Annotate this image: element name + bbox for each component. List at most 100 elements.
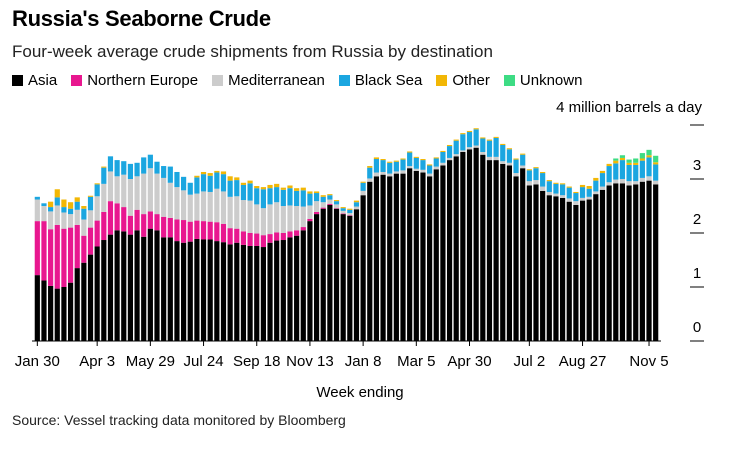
source-note: Source: Vessel tracking data monitored b… — [12, 412, 346, 428]
bar-segment-asia — [466, 149, 473, 341]
bar-segment-other — [513, 158, 519, 160]
bar-segment-asia — [347, 215, 353, 341]
bar-segment-northern-europe — [48, 229, 54, 286]
bar-segment-northern-europe — [134, 209, 140, 231]
bar-segment-black-sea — [553, 183, 559, 194]
bar-segment-other — [480, 137, 486, 139]
bar-segment-mediterranean — [353, 206, 360, 210]
bar-segment-northern-europe — [307, 218, 313, 222]
bar-segment-other — [320, 195, 326, 197]
bar-segment-asia — [254, 245, 260, 341]
bar-segment-mediterranean — [161, 177, 167, 217]
bar-segment-black-sea — [48, 207, 54, 212]
bar-segment-mediterranean — [579, 197, 586, 201]
bar-segment-asia — [599, 189, 606, 341]
bar-segment-asia — [174, 241, 180, 341]
bar-segment-mediterranean — [307, 205, 313, 219]
bar-segment-other — [526, 169, 532, 171]
bar-segment-black-sea — [247, 183, 253, 201]
bar-segment-asia — [48, 285, 54, 341]
bar-segment-other — [633, 162, 639, 165]
bar-segment-asia — [427, 176, 433, 341]
bar-segment-northern-europe — [340, 213, 346, 215]
bar-segment-black-sea — [61, 207, 67, 213]
bar-segment-mediterranean — [526, 181, 532, 186]
bar-segment-asia — [653, 184, 659, 341]
bar-segment-black-sea — [586, 188, 592, 197]
bar-segment-other — [313, 191, 320, 194]
bar-segment-other — [380, 159, 386, 161]
bar-segment-black-sea — [446, 146, 453, 158]
bar-segment-other — [74, 197, 80, 202]
bar-segment-mediterranean — [653, 180, 659, 185]
bar-segment-mediterranean — [260, 208, 266, 236]
bar-segment-northern-europe — [220, 223, 227, 243]
y-tick-label: 2 — [693, 211, 701, 228]
bar-segment-asia — [433, 169, 439, 341]
bar-segment-other — [61, 199, 67, 208]
y-tick-label: 1 — [693, 265, 701, 282]
bar-segment-mediterranean — [407, 166, 413, 169]
bar-segment-asia — [553, 196, 559, 341]
bar-segment-black-sea — [367, 167, 373, 179]
bar-segment-asia — [480, 154, 486, 341]
bar-segment-asia — [54, 288, 60, 341]
legend-swatch — [338, 75, 350, 86]
bar-segment-other — [427, 164, 433, 166]
x-tick-label: Jul 24 — [184, 353, 224, 370]
bar-segment-northern-europe — [114, 203, 120, 231]
bar-segment-asia — [313, 214, 320, 341]
bar-segment-asia — [214, 241, 220, 341]
bar-segment-mediterranean — [74, 209, 80, 225]
bar-segment-black-sea — [300, 190, 306, 207]
bar-segment-mediterranean — [181, 190, 187, 221]
bar-segment-northern-europe — [181, 220, 187, 243]
bar-segment-mediterranean — [433, 166, 439, 170]
bar-segment-mediterranean — [227, 196, 233, 229]
bar-segment-northern-europe — [287, 231, 293, 238]
legend-swatch — [71, 75, 83, 86]
bar-segment-mediterranean — [187, 194, 193, 222]
bar-segment-mediterranean — [147, 168, 153, 212]
bar-segment-black-sea — [174, 171, 180, 188]
legend-label: Black Sea — [354, 72, 423, 89]
bar-segment-other — [280, 187, 286, 190]
bar-segment-asia — [194, 238, 200, 341]
bar-segment-asia — [81, 262, 87, 341]
bar-segment-northern-europe — [101, 211, 107, 241]
bar-segment-asia — [240, 244, 247, 341]
bar-segment-black-sea — [141, 157, 147, 174]
bar-segment-northern-europe — [320, 207, 326, 209]
bar-segment-asia — [61, 287, 67, 341]
bar-segment-black-sea — [114, 160, 120, 177]
bar-segment-black-sea — [387, 162, 393, 174]
bar-segment-black-sea — [227, 180, 233, 197]
bar-segment-black-sea — [134, 162, 140, 177]
bar-segment-asia — [41, 280, 47, 341]
legend-item-mediterranean: Mediterranean — [212, 72, 325, 89]
bar-segment-asia — [606, 185, 612, 341]
bar-segment-black-sea — [360, 182, 366, 191]
bar-segment-other — [400, 158, 406, 160]
bar-segment-black-sea — [161, 166, 167, 178]
bar-segment-black-sea — [433, 158, 439, 167]
bar-segment-other — [493, 136, 499, 138]
bar-segment-mediterranean — [473, 145, 479, 148]
bar-segment-asia — [586, 199, 592, 341]
bar-segment-mediterranean — [254, 204, 260, 234]
bar-segment-black-sea — [87, 196, 94, 211]
bar-segment-northern-europe — [61, 228, 67, 287]
bar-segment-mediterranean — [121, 174, 127, 208]
x-tick-label: Jan 8 — [345, 353, 382, 370]
bar-segment-mediterranean — [107, 171, 114, 202]
bar-segment-other — [247, 180, 253, 184]
bar-segment-asia — [234, 242, 240, 341]
bar-segment-other — [333, 200, 340, 202]
bar-segment-other — [613, 160, 619, 164]
bar-segment-northern-europe — [260, 235, 266, 248]
bar-segment-mediterranean — [420, 169, 426, 173]
bar-segment-asia — [520, 168, 526, 341]
bar-segment-other — [200, 171, 207, 175]
bar-segment-asia — [413, 170, 419, 341]
bar-segment-black-sea — [187, 182, 193, 195]
